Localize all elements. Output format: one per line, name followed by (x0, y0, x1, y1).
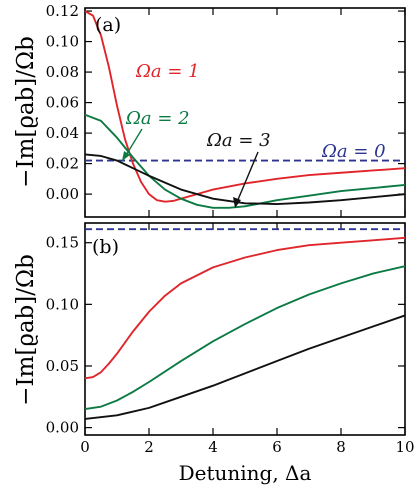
y-tick-label-a: 0.04 (46, 124, 79, 142)
arrow-omega-2-head (122, 151, 130, 161)
arrow-omega-3 (236, 151, 259, 203)
arrow-omega-2 (124, 128, 143, 158)
y-tick-label-a: 0.12 (46, 2, 79, 20)
panel-b: 0.00 0.05 0.10 0.15 (b) (46, 222, 406, 437)
x-tick-label: 4 (208, 438, 218, 456)
y-axis-label-b: −Im[ϱab]/Ωb (13, 254, 39, 406)
x-axis-label: Detuning, Δa (179, 461, 312, 485)
panel-a: 0.000.020.040.060.080.100.12 (a) Ωa = 1 … (46, 2, 406, 218)
y-tick-label-a: 0.10 (46, 33, 79, 51)
panel-a-label: (a) (95, 14, 121, 36)
series-omega-1-b (84, 236, 406, 380)
annotation-omega-3: Ωa = 3 (206, 130, 271, 151)
y-axis-label-a: −Im[ϱab]/Ωb (13, 36, 39, 188)
x-tick-label: 2 (144, 438, 154, 456)
panel-b-frame (84, 222, 406, 436)
y-tick-label-a: 0.08 (46, 63, 79, 81)
panel-b-ticks: 0.00 0.05 0.10 0.15 (46, 223, 406, 437)
y-tick-label-b: 0.10 (46, 295, 79, 313)
y-tick-label-a: 0.02 (46, 155, 79, 173)
y-tick-label-a: 0.00 (46, 185, 79, 203)
x-tick-label: 6 (272, 438, 282, 456)
y-axis-label-b-text: −Im[ϱab]/Ωb (13, 254, 39, 406)
arrow-omega-3-head (233, 197, 241, 208)
series-omega-2-b (84, 265, 406, 411)
x-tick-label: 8 (336, 438, 346, 456)
y-tick-label-b: 0.15 (46, 234, 79, 252)
series-omega-1-a (84, 10, 406, 203)
panel-b-label: (b) (92, 236, 119, 258)
series-omega-2-a (84, 113, 406, 209)
y-axis-label-a-text: −Im[ϱab]/Ωb (13, 36, 39, 188)
panel-a-frame (84, 7, 406, 218)
y-tick-label-b: 0.00 (46, 419, 79, 437)
panel-b-series (84, 228, 406, 420)
series-omega-3-b (84, 314, 406, 420)
y-tick-label-b: 0.05 (46, 357, 79, 375)
panel-a-series (84, 10, 406, 209)
x-tick-labels: 0 2 4 6 8 10 (80, 438, 414, 456)
x-tick-label: 10 (395, 438, 414, 456)
series-omega-3-a (84, 153, 406, 205)
annotation-omega-0: Ωa = 0 (321, 141, 386, 162)
panel-a-ticks: 0.00 0.02 0.04 0.06 0.08 0.10 0.12 (46, 2, 406, 217)
annotation-omega-1: Ωa = 1 (135, 61, 200, 82)
annotation-omega-2: Ωa = 2 (125, 108, 190, 129)
x-tick-label: 0 (80, 438, 90, 456)
y-tick-label-a: 0.06 (46, 94, 79, 112)
